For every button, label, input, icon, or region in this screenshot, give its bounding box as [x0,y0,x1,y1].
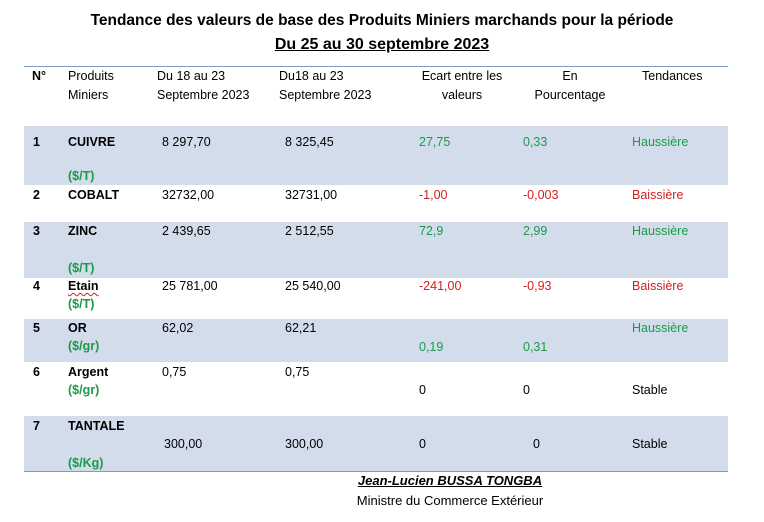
row-5-value2: 62,21 [285,321,317,335]
header-period1-line1: Du 18 au 23 [157,69,226,83]
header-pct-line1: En [562,69,578,83]
row-4-num: 4 [33,279,40,293]
row-2-trend: Baissière [632,188,684,202]
header-product: Produits Miniers [68,67,114,105]
row-6-pct: 0 [523,383,530,397]
row-4-pct: -0,93 [523,279,552,293]
row-7-unit: ($/Kg) [68,456,104,470]
header-num: N° [32,69,47,83]
row-3-diff: 72,9 [419,224,444,238]
row-5-value1: 62,02 [162,321,194,335]
row-4-diff: -241,00 [419,279,462,293]
row-5-num: 5 [33,321,40,335]
header-product-line2: Miniers [68,88,109,102]
row-6-num: 6 [33,365,40,379]
row-3-pct: 2,99 [523,224,548,238]
header-trend: Tendances [642,69,703,83]
row-1-trend: Haussière [632,135,689,149]
row-3-unit: ($/T) [68,261,95,275]
row-4-unit: ($/T) [68,297,95,311]
table-top-border [24,66,728,67]
row-6-unit: ($/gr) [68,383,100,397]
signature-name: Jean-Lucien BUSSA TONGBA [357,473,543,488]
row-3-product: ZINC [68,224,98,238]
header-diff: Ecart entre les valeurs [412,67,512,105]
row-2-value1: 32732,00 [162,188,215,202]
row-6-value1: 0,75 [162,365,187,379]
row-1-diff: 27,75 [419,135,451,149]
header-diff-line1: Ecart entre les [421,69,503,83]
row-6-value2: 0,75 [285,365,310,379]
row-1-product: CUIVRE [68,135,116,149]
header-period1-line2: Septembre 2023 [157,88,250,102]
header-diff-line2: valeurs [441,88,483,102]
row-3-value2: 2 512,55 [285,224,334,238]
row-2-pct: -0,003 [523,188,559,202]
row-2-value2: 32731,00 [285,188,338,202]
row-3-value1: 2 439,65 [162,224,211,238]
row-1-num: 1 [33,135,40,149]
table-bottom-border [24,471,728,472]
row-7-diff: 0 [419,437,426,451]
row-1-value1: 8 297,70 [162,135,211,149]
row-7-product: TANTALE [68,419,125,433]
header-period2-line2: Septembre 2023 [279,88,372,102]
row-band-7 [24,416,728,471]
row-5-product: OR [68,321,87,335]
row-4-value2: 25 540,00 [285,279,341,293]
row-band-1 [24,126,728,185]
row-6-trend: Stable [632,383,668,397]
document-subtitle: Du 25 au 30 septembre 2023 [274,36,490,53]
row-7-value1: 300,00 [164,437,203,451]
row-2-product: COBALT [68,188,120,202]
header-period2-line1: Du18 au 23 [279,69,344,83]
row-band-3 [24,222,728,278]
row-6-product: Argent [68,365,109,379]
row-5-diff: 0,19 [419,340,444,354]
row-2-num: 2 [33,188,40,202]
row-4-product: Etain [68,279,99,293]
header-period2: Du18 au 23 Septembre 2023 [279,67,371,105]
row-7-pct: 0 [533,437,540,451]
row-band-5 [24,319,728,362]
row-5-pct: 0,31 [523,340,548,354]
header-pct-line2: Pourcentage [534,88,606,102]
row-5-trend: Haussière [632,321,689,335]
header-period1: Du 18 au 23 Septembre 2023 [157,67,249,105]
row-7-trend: Stable [632,437,668,451]
row-7-num: 7 [33,419,40,433]
row-1-unit: ($/T) [68,169,95,183]
document-title: Tendance des valeurs de base des Produit… [90,12,674,29]
row-1-pct: 0,33 [523,135,548,149]
row-3-trend: Haussière [632,224,689,238]
row-7-value2: 300,00 [285,437,324,451]
row-2-diff: -1,00 [419,188,448,202]
header-pct: En Pourcentage [525,67,615,105]
signature-role: Ministre du Commerce Extérieur [356,493,544,508]
row-6-diff: 0 [419,383,426,397]
row-4-trend: Baissière [632,279,684,293]
row-4-value1: 25 781,00 [162,279,218,293]
row-1-value2: 8 325,45 [285,135,334,149]
row-5-unit: ($/gr) [68,339,100,353]
row-3-num: 3 [33,224,40,238]
header-product-line1: Produits [68,69,114,83]
